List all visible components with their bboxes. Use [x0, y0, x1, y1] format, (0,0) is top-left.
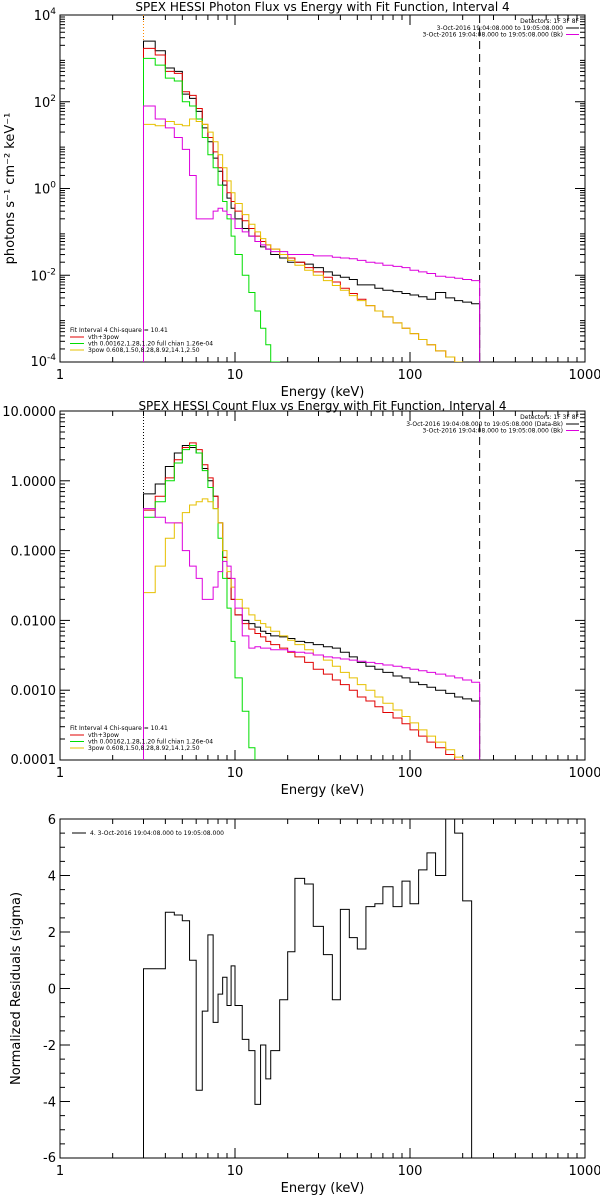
legend-entry: 3pow 0.608,1.50,8.28,8.92,14.1,2.50: [88, 745, 200, 752]
x-tick-label: 10: [227, 766, 244, 781]
y-tick-label: 10-4: [30, 353, 56, 370]
series-3pow: [143, 118, 464, 362]
y-axis-label: Normalized Residuals (sigma): [9, 892, 24, 1085]
y-tick-label: -6: [43, 1151, 56, 1166]
y-tick-label: 102: [34, 94, 56, 111]
y-tick-label: 4: [48, 870, 56, 885]
data-series-group: [143, 442, 481, 760]
x-tick-label: 1000: [568, 1164, 600, 1179]
x-tick-label: 10: [227, 368, 244, 383]
series-vth+3pow: [143, 47, 464, 362]
y-tick-label: 0: [48, 983, 56, 998]
legend-entry: 3-Oct-2016 19:04:08.000 to 19:05:08.000: [437, 25, 563, 32]
x-tick-label: 1000: [568, 368, 600, 383]
x-axis-label: Energy (keV): [281, 783, 365, 798]
chart-panel-2: SPEX HESSI Count Flux vs Energy with Fit…: [2, 399, 600, 798]
y-tick-label: 0.0100: [11, 614, 57, 629]
legend-header: Detectors: 1F 3F 8F: [520, 18, 579, 25]
legend-entry: 3pow 0.608,1.50,8.28,8.92,14.1,2.50: [88, 347, 200, 354]
data-series-group: [143, 819, 480, 1158]
series-background: [143, 105, 481, 362]
series-vth: [143, 57, 281, 362]
series-vth: [143, 445, 256, 760]
x-tick-label: 1: [56, 766, 64, 781]
y-tick-label: 10-2: [30, 267, 56, 284]
legend-entry: vth 0.00162,1.28,1.20 full chian 1.26e-0…: [88, 341, 213, 348]
y-tick-label: 0.0010: [11, 684, 57, 699]
chart-title: SPEX HESSI Photon Flux vs Energy with Fi…: [135, 0, 509, 14]
legend-entry: 4. 3-Oct-2016 19:04:08.000 to 19:05:08.0…: [90, 830, 224, 837]
x-tick-label: 1: [56, 1164, 64, 1179]
data-series-group: [143, 40, 481, 362]
series-data: [143, 445, 481, 760]
series-vth+3pow: [143, 442, 464, 760]
x-tick-label: 100: [398, 766, 423, 781]
y-tick-label: -4: [43, 1096, 56, 1111]
chart-title: SPEX HESSI Count Flux vs Energy with Fit…: [138, 399, 506, 413]
x-tick-label: 1000: [568, 766, 600, 781]
x-tick-label: 100: [398, 1164, 423, 1179]
series-background: [143, 508, 481, 760]
x-tick-label: 10: [227, 1164, 244, 1179]
plot-frame: [59, 14, 586, 363]
x-tick-label: 1: [56, 368, 64, 383]
y-tick-label: -2: [43, 1039, 56, 1054]
legend-header: Fit Interval 4 Chi-square = 10.41: [70, 327, 168, 334]
legend-entry: 3-Oct-2016 19:04:08.000 to 19:05:08.000 …: [406, 421, 563, 428]
y-tick-label: 0.1000: [11, 545, 57, 560]
series-residuals: [143, 819, 480, 1158]
plot-frame: [59, 410, 586, 761]
y-tick-label: 10.0000: [2, 405, 56, 420]
legend-entry: vth+3pow: [88, 732, 119, 739]
chart-panel-1: SPEX HESSI Photon Flux vs Energy with Fi…: [3, 0, 600, 400]
legend-entry: 3-Oct-2016 19:04:08.000 to 19:05:08.000 …: [423, 428, 564, 435]
x-axis-label: Energy (keV): [281, 1181, 365, 1196]
x-tick-label: 100: [398, 368, 423, 383]
y-tick-label: 1.0000: [11, 475, 57, 490]
y-tick-label: 104: [34, 7, 57, 24]
chart-panel-3: 1 10 100 1000 Energy (keV) -6 -4 -2 0 2 4 6 Normaliz…: [9, 813, 600, 1196]
plot-frame: [59, 818, 586, 1159]
y-tick-label: 2: [48, 926, 56, 941]
x-axis-label: Energy (keV): [281, 385, 365, 400]
y-axis-label: photons s⁻¹ cm⁻² keV⁻¹: [3, 113, 18, 265]
legend-header: Fit Interval 4 Chi-square = 10.41: [70, 725, 168, 732]
y-tick-label: 100: [34, 181, 57, 198]
legend-entry: vth 0.00162,1.28,1.20 full chian 1.26e-0…: [88, 739, 213, 746]
series-data: [143, 40, 481, 362]
legend-entry: vth+3pow: [88, 334, 119, 341]
y-tick-label: 6: [48, 813, 56, 828]
series-3pow: [143, 498, 464, 760]
y-tick-label: 0.0001: [11, 753, 57, 768]
legend-entry: 3-Oct-2016 19:04:08.000 to 19:05:08.000 …: [423, 32, 564, 39]
legend-header: Detectors: 1F 3F 8F: [520, 414, 579, 421]
